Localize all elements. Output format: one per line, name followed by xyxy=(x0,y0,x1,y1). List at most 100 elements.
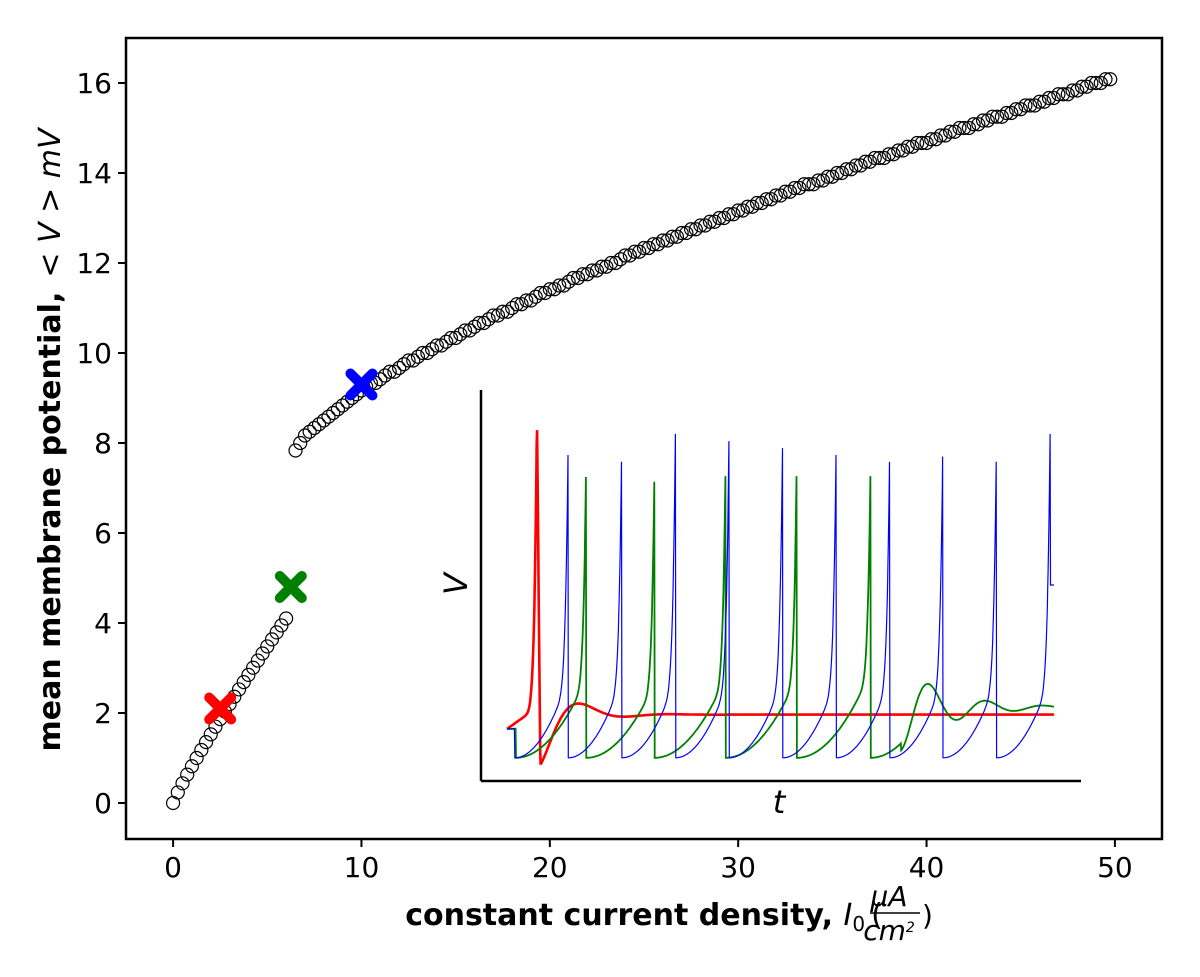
data-point xyxy=(255,646,270,661)
data-point xyxy=(938,128,953,143)
data-point xyxy=(589,263,605,278)
data-point xyxy=(472,315,487,331)
y-tick-label: 10 xyxy=(76,337,112,370)
data-point xyxy=(231,682,247,697)
data-point xyxy=(622,248,637,263)
data-point xyxy=(264,632,280,647)
data-point xyxy=(184,759,200,774)
data-point xyxy=(716,210,732,226)
data-point xyxy=(895,143,911,158)
data-point xyxy=(961,120,977,136)
data-point xyxy=(966,117,981,132)
data-point xyxy=(1084,75,1099,91)
data-point xyxy=(797,177,812,192)
data-point xyxy=(745,199,760,214)
data-point xyxy=(801,177,816,192)
data-point xyxy=(457,323,473,338)
data-point xyxy=(260,639,275,654)
data-point xyxy=(189,750,204,766)
data-point xyxy=(241,667,256,683)
data-point xyxy=(669,229,685,244)
data-point xyxy=(806,177,821,192)
data-point xyxy=(321,409,336,424)
data-point xyxy=(542,282,557,297)
data-point xyxy=(674,225,689,241)
svg-text:cm2: cm2 xyxy=(863,914,915,947)
x-tick-label: 0 xyxy=(164,851,182,884)
highlight-markers xyxy=(204,368,378,725)
data-point xyxy=(811,173,826,188)
data-point xyxy=(825,169,840,184)
data-point xyxy=(787,180,802,196)
data-point xyxy=(665,229,680,244)
data-point xyxy=(585,263,600,278)
data-point xyxy=(194,742,209,758)
data-point xyxy=(1018,98,1033,113)
inset-trace xyxy=(507,433,1054,759)
data-point xyxy=(514,297,529,312)
data-point xyxy=(533,285,548,301)
data-point xyxy=(1103,72,1118,87)
data-point xyxy=(392,360,407,376)
data-point xyxy=(754,195,769,211)
data-point xyxy=(293,435,308,451)
data-point xyxy=(552,278,567,293)
data-point xyxy=(651,237,666,252)
data-point xyxy=(1051,87,1066,102)
data-point xyxy=(274,618,289,633)
data-point xyxy=(519,293,534,308)
data-point xyxy=(302,424,317,439)
y-tick-label: 2 xyxy=(94,697,112,730)
data-point xyxy=(877,150,892,166)
data-point xyxy=(980,113,995,128)
data-point xyxy=(886,147,901,162)
data-point xyxy=(820,169,835,184)
data-point xyxy=(330,402,346,417)
data-point xyxy=(641,240,656,256)
data-point xyxy=(1056,87,1071,102)
data-point xyxy=(599,259,614,274)
data-point xyxy=(707,214,722,229)
data-point xyxy=(415,345,430,361)
data-point xyxy=(655,233,670,248)
data-point xyxy=(561,274,576,289)
x-tick-label: 10 xyxy=(344,851,380,884)
data-point xyxy=(373,372,388,387)
inset-plot: t V xyxy=(437,390,1081,821)
data-point xyxy=(924,132,939,147)
data-point xyxy=(382,364,397,379)
data-point xyxy=(387,364,402,379)
data-point xyxy=(250,653,265,668)
data-point xyxy=(246,660,261,675)
data-point xyxy=(928,132,944,147)
data-point xyxy=(603,255,619,271)
data-point xyxy=(1060,87,1075,102)
data-point xyxy=(203,727,218,742)
data-point xyxy=(947,124,962,139)
data-point xyxy=(1065,83,1080,98)
data-point xyxy=(881,147,896,162)
data-point xyxy=(175,776,190,791)
data-point xyxy=(1013,102,1028,117)
data-point xyxy=(636,240,652,256)
data-point xyxy=(712,210,727,226)
data-point xyxy=(462,323,477,338)
y-tick-label: 8 xyxy=(94,427,112,460)
data-point xyxy=(453,327,468,342)
data-point xyxy=(782,184,798,199)
data-point xyxy=(1032,94,1047,109)
y-tick-label: 4 xyxy=(94,607,112,640)
data-point xyxy=(867,150,882,166)
data-point xyxy=(646,237,661,252)
data-point xyxy=(693,218,708,233)
highlight-marker xyxy=(345,368,378,401)
data-point xyxy=(910,135,925,151)
data-point xyxy=(914,135,929,151)
data-point xyxy=(1093,75,1108,91)
data-point xyxy=(731,203,746,218)
data-point xyxy=(420,345,435,361)
data-point xyxy=(500,304,515,319)
data-point xyxy=(829,165,845,181)
svg-text:): ) xyxy=(922,899,933,932)
data-point xyxy=(377,368,393,383)
